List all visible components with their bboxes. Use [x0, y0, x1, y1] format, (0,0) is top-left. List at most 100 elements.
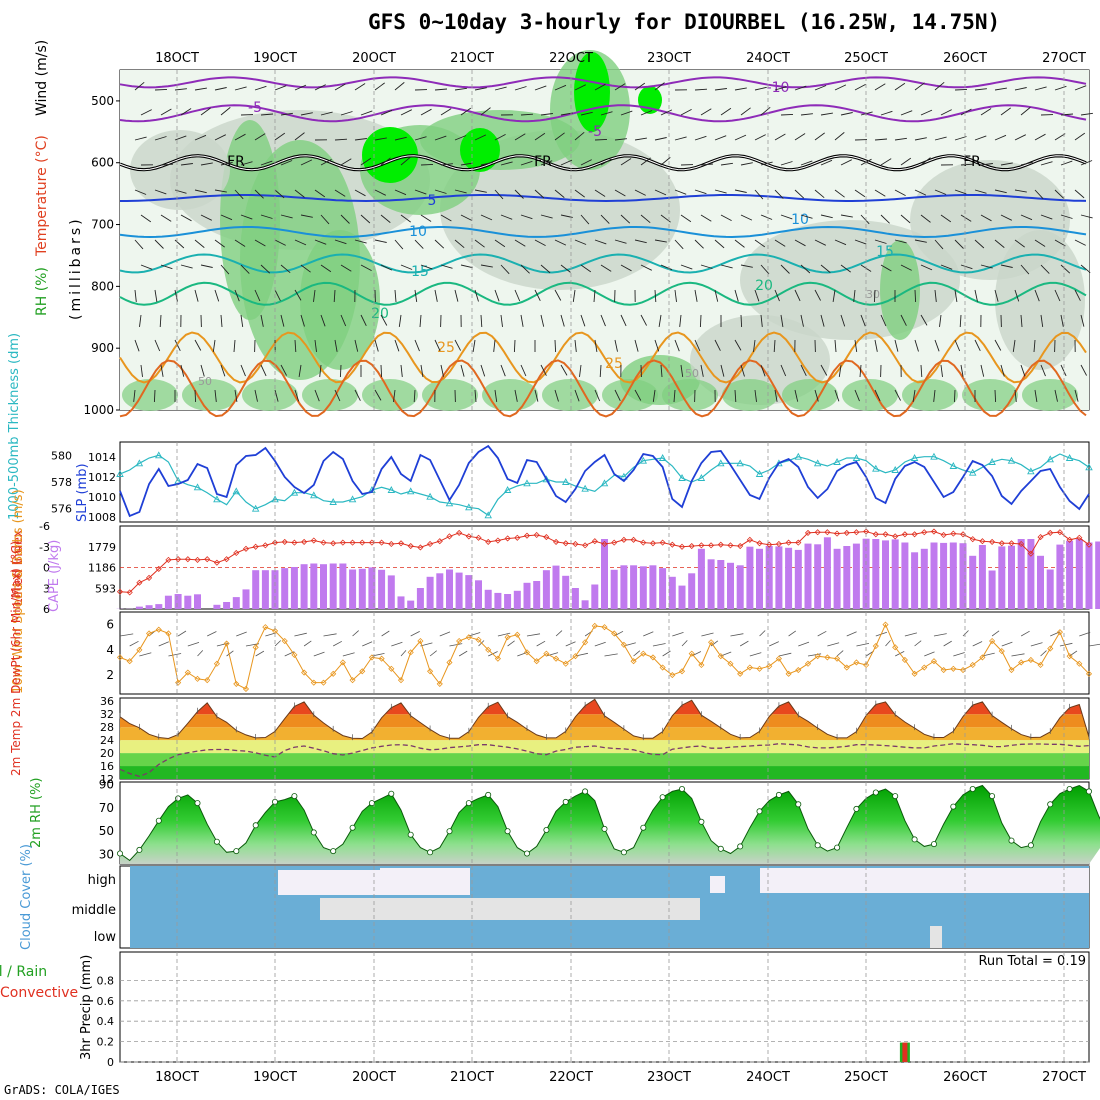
wind-speed-point: [901, 656, 908, 664]
wind-barb: [1014, 239, 1025, 248]
wind-barb: [313, 289, 316, 302]
wind-barb: [754, 189, 764, 200]
wind-barb: [460, 162, 473, 166]
lifted-index-point: [882, 531, 889, 538]
wind-barb: [800, 364, 807, 376]
wind-barb: [574, 84, 586, 91]
wind-barb: [904, 632, 917, 637]
thickness-point: [988, 458, 996, 465]
wind-barb: [820, 264, 831, 273]
wind-barb: [1034, 289, 1040, 302]
wind-barb: [700, 364, 704, 377]
wind-barb: [974, 239, 985, 249]
wind-barb: [214, 389, 217, 402]
wind-barb: [753, 339, 756, 352]
lifted-index-point: [494, 537, 501, 544]
cloud-row-label: high: [88, 873, 116, 888]
wind-barb: [534, 389, 539, 402]
thickness-point: [426, 492, 434, 500]
thickness-point: [116, 470, 124, 477]
wind-barb: [374, 239, 387, 243]
grads-credit: GrADS: COLA/IGES: [4, 1083, 120, 1097]
wind-barb: [780, 214, 793, 220]
lifted-index-point: [349, 539, 356, 546]
wind-barb: [914, 339, 919, 352]
wind-barb: [820, 112, 833, 116]
wind-barb: [1034, 389, 1038, 402]
cape-bar: [310, 563, 318, 609]
wind-speed-point: [863, 661, 870, 669]
lifted-index-point: [1047, 529, 1054, 536]
wind-barb: [674, 136, 687, 141]
wind-barb: [814, 389, 819, 402]
wind-speed-point: [233, 680, 240, 687]
wind-speed-point: [717, 653, 724, 660]
pressure-tick-label: 1000: [83, 403, 114, 417]
wind-barb: [1012, 339, 1016, 352]
wind-barb: [1060, 160, 1073, 166]
lifted-index-point: [989, 538, 996, 545]
wind-barb: [991, 630, 1000, 637]
pressure-tick-label: 700: [91, 218, 114, 232]
temp-axis-label: 2m Temp 2m DewPt (6hr Min/Max) (°C): [9, 541, 23, 776]
wind-barb: [954, 289, 958, 302]
wind-barb: [794, 133, 806, 141]
wind-barb: [320, 159, 332, 166]
wind-speed-point: [514, 631, 521, 638]
wind-barb: [894, 189, 906, 196]
thickness-tick-label: 576: [51, 503, 72, 516]
wind-barb: [342, 652, 355, 657]
wind-barb: [534, 132, 546, 141]
wind-barb: [362, 641, 373, 647]
wind-barb: [1074, 189, 1085, 199]
wind-barb: [800, 264, 811, 274]
wind-speed-point: [659, 664, 666, 671]
wind-barb: [788, 630, 797, 637]
contour-label: 25: [437, 340, 455, 356]
lifted-index-point: [727, 542, 734, 549]
cape-bar: [659, 568, 667, 609]
wind-barb: [660, 109, 673, 116]
wind-barb: [574, 131, 585, 141]
wind-barb: [680, 109, 692, 116]
thickness-point: [852, 454, 861, 461]
wind-barb: [834, 84, 847, 91]
cape-bar: [988, 570, 996, 609]
slp-tick-label: 1012: [88, 471, 116, 484]
wind-speed-point: [204, 677, 211, 684]
wind-barb: [1030, 642, 1043, 647]
wind-barb: [714, 239, 725, 249]
day-label-top: 27OCT: [1042, 51, 1086, 66]
wind-speed-point: [708, 639, 715, 646]
thickness-point: [135, 459, 144, 467]
wind-barb: [439, 631, 451, 637]
rh-point: [756, 808, 763, 815]
wind-barb: [334, 339, 338, 352]
wind-barb: [314, 389, 320, 402]
wind-barb: [514, 189, 524, 199]
wind-barb: [920, 157, 931, 166]
wind-speed-point: [310, 679, 317, 686]
wind-barb: [734, 189, 747, 193]
cape-bar: [261, 570, 269, 609]
wind-barb: [154, 88, 168, 91]
lifted-index-point: [921, 529, 928, 536]
wind-barb: [794, 239, 806, 247]
wind-barb: [391, 641, 403, 647]
rh-point: [368, 800, 375, 807]
wind-barb: [414, 289, 418, 302]
thickness-point: [697, 474, 706, 481]
cape-bar: [581, 600, 589, 609]
precip-convective-bar: [902, 1042, 908, 1062]
cape-bar: [378, 569, 386, 609]
wind-barb: [814, 289, 821, 301]
thickness-point: [678, 474, 686, 481]
rh-point: [601, 825, 608, 832]
rh-point: [814, 842, 821, 849]
wind-barb: [954, 189, 967, 195]
wind-barb: [960, 214, 972, 222]
rh-point: [931, 841, 938, 848]
lifted-index-point: [979, 538, 986, 545]
lifted-index-point: [165, 556, 172, 563]
